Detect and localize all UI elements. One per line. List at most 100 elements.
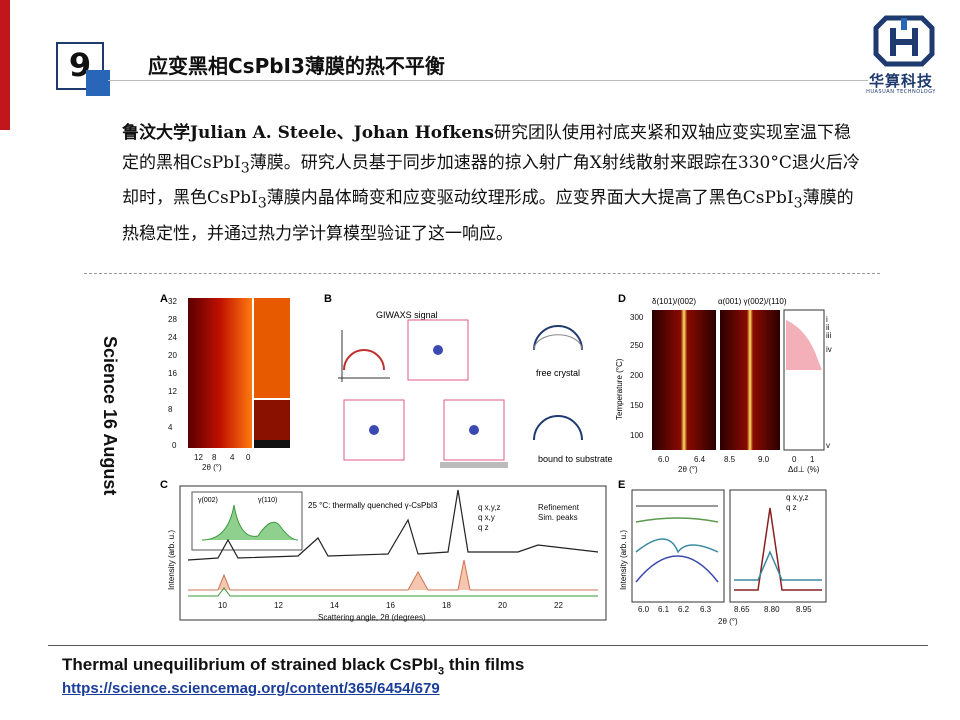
d-phase: v	[826, 441, 830, 450]
c-qz-pattern	[188, 559, 598, 591]
e-xtick: 8.95	[796, 605, 812, 614]
b-lattice-2	[343, 399, 405, 461]
panel-a-map	[188, 298, 252, 448]
c-xtick: 14	[330, 601, 339, 610]
d-xtick: 0	[792, 455, 797, 464]
panel-e-label: E	[618, 479, 625, 491]
a-axis-label: 2θ (°)	[202, 463, 222, 472]
logo-name: 华算科技	[868, 72, 933, 90]
e-xlabel: 2θ (°)	[718, 617, 738, 626]
c-refinement-line	[187, 489, 599, 561]
d-header-1: δ(101)/(002)	[652, 297, 696, 306]
caption-subscript: 3	[437, 665, 445, 678]
text-seg: 薄膜内晶体畸变和应变驱动纹理形成。应变界面大大提高了黑色CsPbI	[266, 188, 794, 209]
b-free-crystal: free crystal	[536, 368, 580, 378]
e-xtick: 8.80	[764, 605, 780, 614]
a-xtick: 8	[212, 453, 217, 462]
a-ytick: 32	[168, 297, 177, 306]
d-xtick: 6.0	[658, 455, 670, 464]
c-xtick: 10	[218, 601, 227, 610]
a-ytick: 0	[172, 441, 177, 450]
b-bound-substrate: bound to substrate	[538, 454, 613, 464]
c-xtick: 18	[442, 601, 451, 610]
slide-number-accent	[86, 70, 110, 96]
d-strain-profile	[786, 320, 822, 370]
c-ylabel: Intensity (arb. u.)	[167, 530, 176, 590]
c-legend-item: Sim. peaks	[538, 513, 578, 522]
text-seg: 薄膜。研究人员基于同步加速器的掠入射广角X射线散射来跟踪在330°C退火后冷却时…	[122, 153, 860, 209]
a-ytick: 20	[168, 351, 177, 360]
text-seg: 薄膜的热稳定性，并通过热力学计算模型验证了这一响应。	[122, 188, 854, 244]
c-qxy-pattern	[188, 587, 598, 597]
d-xtick: 9.0	[758, 455, 770, 464]
e-legend-item: q z	[786, 503, 797, 512]
e-xtick: 6.2	[678, 605, 690, 614]
research-figure: A 32 28 24 20 16 12 8 4 0 12 8 4 0 2θ (°…	[160, 293, 832, 626]
d-phase: iii	[826, 331, 832, 340]
accent-bar	[0, 0, 10, 130]
a-xtick: 4	[230, 453, 235, 462]
slide-title: 应变黑相CsPbI3薄膜的热不平衡	[148, 54, 445, 78]
d-phase: iv	[826, 345, 832, 354]
title-divider	[108, 80, 868, 81]
source-side-label: Science 16 August	[100, 336, 120, 496]
subscript: 3	[240, 160, 250, 177]
a-ytick: 8	[168, 405, 173, 414]
c-xlabel: Scattering angle, 2θ (degrees)	[318, 613, 426, 622]
d-xlabel: 2θ (°)	[678, 465, 698, 474]
e-xtick: 6.1	[658, 605, 670, 614]
figure-caption: Thermal unequilibrium of strained black …	[62, 655, 524, 677]
c-legend-item: q z	[478, 523, 489, 532]
d-ytick: 250	[630, 341, 644, 350]
a-ytick: 12	[168, 387, 177, 396]
logo-subtitle: HUASUAN TECHNOLOGY	[866, 89, 936, 95]
dashed-divider	[84, 273, 880, 274]
d-ytick: 100	[630, 431, 644, 440]
authors: 鲁汶大学Julian A. Steele、Johan Hofkens	[122, 123, 494, 143]
c-legend-item: q x,y,z	[478, 503, 501, 512]
b-lattice-3	[440, 399, 508, 468]
caption-text: Thermal unequilibrium of strained black …	[62, 655, 438, 674]
e-xtick: 6.0	[638, 605, 650, 614]
a-ytick: 4	[168, 423, 173, 432]
d-ylabel: Temperature (°C)	[615, 358, 624, 420]
d-heatmap-1	[652, 310, 716, 450]
slide-number-box: 9	[56, 42, 104, 90]
d-phase: ii	[826, 323, 830, 332]
c-legend-item: Refinement	[538, 503, 580, 512]
panel-a-zoom-top	[254, 298, 290, 398]
c-inset-label: γ(110)	[258, 497, 277, 504]
c-xtick: 20	[498, 601, 507, 610]
source-link[interactable]: https://science.sciencemag.org/content/3…	[62, 680, 440, 697]
d-xlabel-3: Δd⊥ (%)	[788, 465, 820, 474]
c-xtick: 16	[386, 601, 395, 610]
d-ytick: 150	[630, 401, 644, 410]
c-legend-item: q x,y	[478, 513, 495, 522]
text-seg: 研究团队使用衬底夹紧和双轴应变实现室温下稳定的黑相CsPbI	[122, 123, 851, 173]
a-ytick: 16	[168, 369, 177, 378]
d-ytick: 200	[630, 371, 644, 380]
e-ylabel: Intensity (arb. u.)	[619, 530, 628, 590]
panel-b-label: B	[324, 293, 332, 305]
a-ytick: 24	[168, 333, 177, 342]
d-phase: i	[826, 315, 828, 324]
panel-c-label: C	[160, 479, 168, 491]
c-inset-label: γ(002)	[198, 497, 218, 504]
caption-divider	[48, 645, 928, 646]
slide-number: 9	[68, 46, 92, 84]
e-xtick: 6.3	[700, 605, 712, 614]
caption-tail: thin films	[444, 655, 525, 674]
c-xtick: 22	[554, 601, 563, 610]
subscript: 3	[257, 195, 267, 212]
body-paragraph: 鲁汶大学Julian A. Steele、Johan Hofkens研究团队使用…	[122, 118, 862, 249]
a-xtick: 12	[194, 453, 203, 462]
panel-a-label: A	[160, 293, 168, 305]
c-title: 25 °C: thermally quenched γ-CsPbI3	[308, 501, 438, 510]
a-xtick: 0	[246, 453, 251, 462]
d-heatmap-2	[720, 310, 780, 450]
d-xtick: 6.4	[694, 455, 706, 464]
d-ytick: 300	[630, 313, 644, 322]
company-logo	[873, 15, 935, 67]
b-signal-label: GIWAXS signal	[376, 310, 438, 320]
panel-d-label: D	[618, 293, 626, 305]
